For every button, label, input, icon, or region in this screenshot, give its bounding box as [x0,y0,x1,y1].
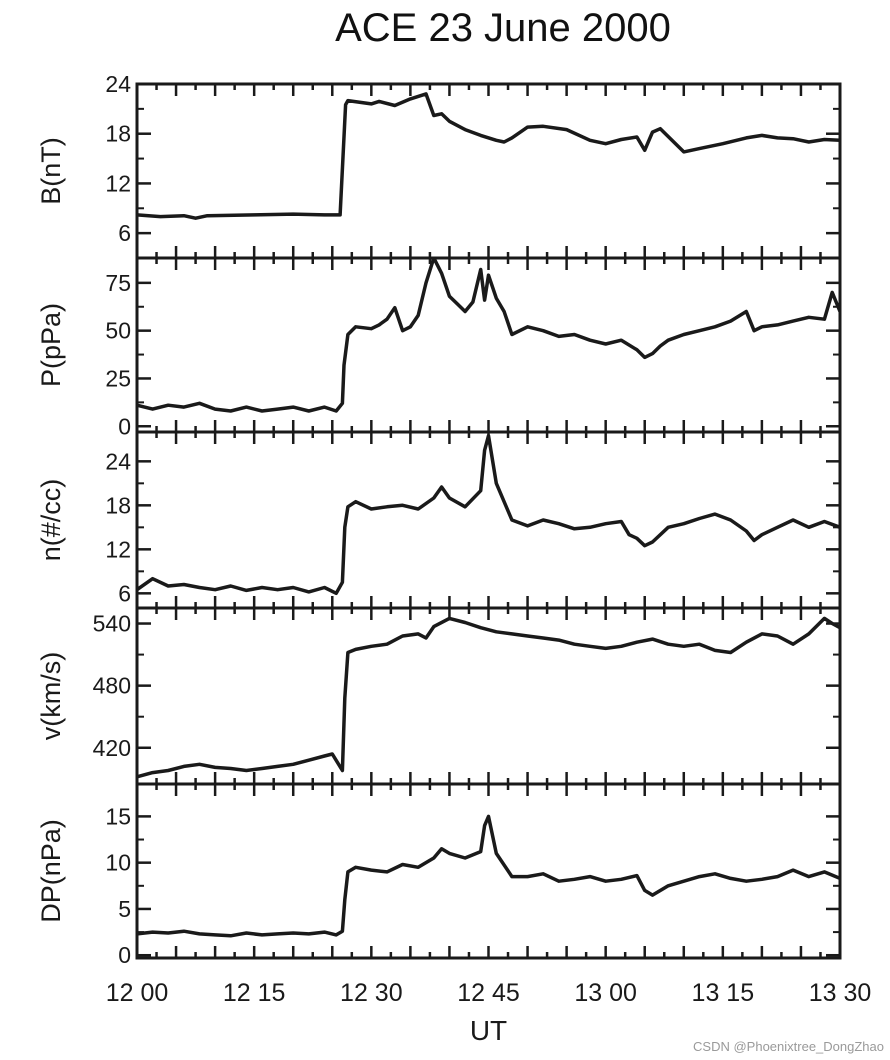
y-axis-label: P(pPa) [36,303,66,387]
y-tick-label: 18 [105,121,131,147]
y-tick-label: 6 [118,220,131,246]
y-tick-label: 12 [105,536,131,562]
x-axis-label: UT [470,1015,507,1046]
x-tick-label: 12 30 [340,979,403,1007]
series-line-1 [137,258,840,413]
x-tick-label: 13 30 [809,979,872,1007]
x-tick-label: 12 45 [457,979,520,1007]
series-line-4 [137,814,840,938]
series-line-3 [137,616,840,779]
y-tick-label: 0 [118,942,131,968]
y-tick-label: 12 [105,170,131,196]
chart-title: ACE 23 June 2000 [335,6,671,50]
y-tick-label: 5 [118,896,131,922]
watermark: CSDN @Phoenixtree_DongZhao [693,1039,884,1054]
y-tick-label: 15 [105,803,131,829]
y-tick-label: 50 [105,318,131,344]
y-axis-label: n(#/cc) [36,479,66,562]
x-tick-label: 13 15 [692,979,755,1007]
y-axis-label: v(km/s) [36,652,66,740]
x-tick-label: 12 00 [106,979,169,1007]
panel-frame-2 [135,430,842,610]
x-tick-label: 13 00 [574,979,637,1007]
y-axis-label: B(nT) [36,137,66,205]
panel-frame-3 [135,606,842,786]
y-tick-label: 480 [93,673,131,699]
y-tick-label: 6 [118,580,131,606]
series-line-0 [137,92,840,220]
x-tick-label: 12 15 [223,979,286,1007]
panel-frame-0 [135,82,842,260]
y-axis-label: DP(nPa) [36,819,66,923]
y-tick-label: 24 [105,71,131,97]
y-tick-label: 24 [105,448,131,474]
y-tick-label: 18 [105,492,131,518]
y-tick-label: 75 [105,270,131,296]
y-tick-label: 420 [93,735,131,761]
y-tick-label: 25 [105,365,131,391]
y-tick-label: 10 [105,850,131,876]
y-tick-label: 540 [93,611,131,637]
y-tick-label: 0 [118,413,131,439]
panel-frame-4 [135,782,842,960]
series-line-2 [137,433,840,596]
